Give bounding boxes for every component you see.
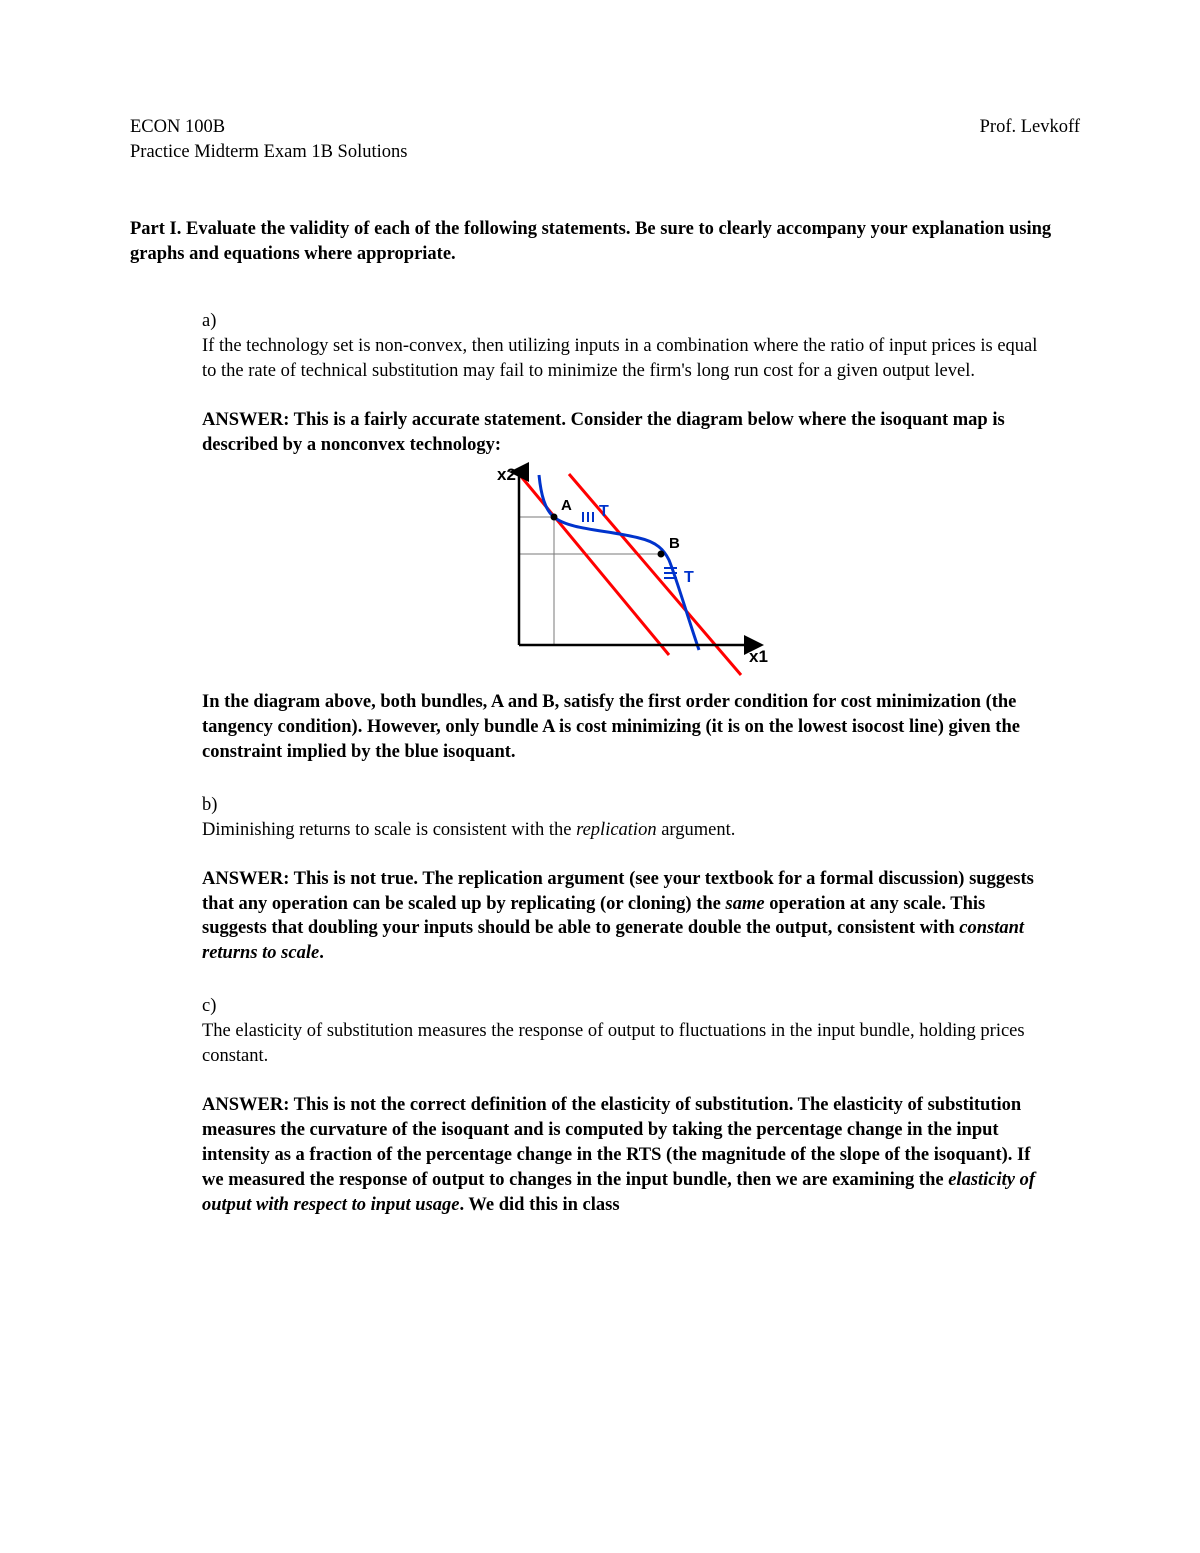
question-item-c: c) The elasticity of substitution measur… — [202, 994, 1080, 1218]
answer-text-pre: ANSWER: This is a fairly accurate statem… — [202, 408, 1046, 458]
q-text: argument. — [657, 820, 736, 840]
nonconvex-isoquant-diagram: x2x1ABTT — [202, 460, 1046, 688]
svg-text:A: A — [561, 497, 572, 514]
svg-text:T: T — [684, 569, 694, 586]
part-title: Part I. Evaluate the validity of each of… — [130, 217, 1080, 267]
exam-subtitle: Practice Midterm Exam 1B Solutions — [130, 140, 407, 165]
question-item-a: a) If the technology set is non-convex, … — [202, 309, 1080, 765]
q-italic: replication — [576, 820, 657, 840]
ans-italic: same — [726, 894, 765, 914]
question-text: Diminishing returns to scale is consiste… — [202, 818, 1046, 843]
professor-name: Prof. Levkoff — [980, 115, 1080, 165]
answer-text: ANSWER: This is not the correct definiti… — [202, 1093, 1046, 1218]
ans-text: . We did this in class — [460, 1195, 620, 1215]
svg-text:x1: x1 — [749, 647, 768, 666]
q-text: Diminishing returns to scale is consiste… — [202, 820, 576, 840]
answer-text: ANSWER: This is not true. The replicatio… — [202, 867, 1046, 967]
diagram-svg: x2x1ABTT — [459, 460, 789, 680]
item-marker: b) — [202, 793, 232, 818]
item-marker: c) — [202, 994, 232, 1019]
svg-text:T: T — [599, 503, 609, 520]
question-text: If the technology set is non-convex, the… — [202, 334, 1046, 384]
item-marker: a) — [202, 309, 232, 334]
document-header: ECON 100B Practice Midterm Exam 1B Solut… — [130, 115, 1080, 165]
course-code: ECON 100B — [130, 115, 407, 140]
ans-text: . — [319, 943, 324, 963]
question-list: a) If the technology set is non-convex, … — [130, 309, 1080, 1218]
ans-text: ANSWER: This is not the correct definiti… — [202, 1095, 1030, 1190]
svg-text:x2: x2 — [497, 465, 516, 484]
question-text: The elasticity of substitution measures … — [202, 1019, 1046, 1069]
question-item-b: b) Diminishing returns to scale is consi… — [202, 793, 1080, 967]
answer-text-post: In the diagram above, both bundles, A an… — [202, 690, 1046, 765]
svg-text:B: B — [669, 535, 680, 552]
